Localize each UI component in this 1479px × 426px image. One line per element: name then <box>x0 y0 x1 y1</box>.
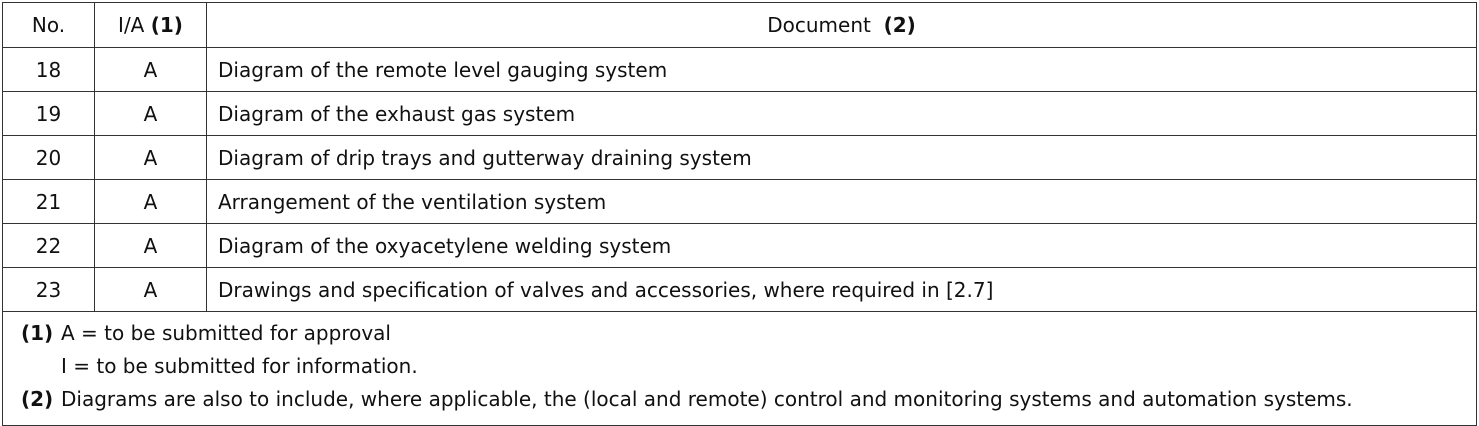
notes-row: (1) A = to be submitted for approval I =… <box>2 311 1477 426</box>
cell-no: 23 <box>2 267 95 312</box>
cell-ia: A <box>94 179 207 224</box>
footnote-1-line-2: I = to be submitted for information. <box>61 354 418 378</box>
cell-document: Diagram of the exhaust gas system <box>206 91 1477 136</box>
cell-document: Diagram of drip trays and gutterway drai… <box>206 135 1477 180</box>
cell-document: Diagram of the remote level gauging syst… <box>206 47 1477 92</box>
footnote-2-line-1: Diagrams are also to include, where appl… <box>61 387 1353 411</box>
cell-ia: A <box>94 135 207 180</box>
table-row: 21 A Arrangement of the ventilation syst… <box>2 179 1477 224</box>
footnote-2-ref: (2) <box>21 387 54 411</box>
cell-ia: A <box>94 47 207 92</box>
cell-ia: A <box>94 223 207 268</box>
header-no: No. <box>2 2 95 48</box>
cell-no: 19 <box>2 91 95 136</box>
table-header-row: No. I/A (1) Document (2) <box>2 2 1477 48</box>
footnote-1-ref: (1) <box>21 321 54 345</box>
cell-no: 20 <box>2 135 95 180</box>
table-row: 19 A Diagram of the exhaust gas system <box>2 91 1477 136</box>
header-document: Document (2) <box>206 2 1477 48</box>
footnote-1-body: A = to be submitted for approval I = to … <box>61 317 1476 383</box>
cell-ia: A <box>94 267 207 312</box>
header-document-label: Document <box>767 13 871 37</box>
footnote-1-line-1: A = to be submitted for approval <box>61 321 391 345</box>
cell-document: Drawings and specification of valves and… <box>206 267 1477 312</box>
footnote-1: (1) A = to be submitted for approval I =… <box>4 317 1476 383</box>
cell-no: 22 <box>2 223 95 268</box>
header-no-label: No. <box>31 13 66 37</box>
table-row: 22 A Diagram of the oxyacetylene welding… <box>2 223 1477 268</box>
table-row: 20 A Diagram of drip trays and gutterway… <box>2 135 1477 180</box>
cell-ia: A <box>94 91 207 136</box>
cell-no: 18 <box>2 47 95 92</box>
footnote-2: (2) Diagrams are also to include, where … <box>4 383 1476 416</box>
cell-document: Diagram of the oxyacetylene welding syst… <box>206 223 1477 268</box>
notes-cell: (1) A = to be submitted for approval I =… <box>2 311 1477 426</box>
cell-document: Arrangement of the ventilation system <box>206 179 1477 224</box>
footnote-2-body: Diagrams are also to include, where appl… <box>61 383 1476 416</box>
header-ia-footnote-ref: (1) <box>150 13 183 37</box>
cell-no: 21 <box>2 179 95 224</box>
table-row: 18 A Diagram of the remote level gauging… <box>2 47 1477 92</box>
table-row: 23 A Drawings and specification of valve… <box>2 267 1477 312</box>
header-ia: I/A (1) <box>94 2 207 48</box>
header-ia-label: I/A <box>118 13 145 37</box>
header-document-footnote-ref: (2) <box>883 13 916 37</box>
